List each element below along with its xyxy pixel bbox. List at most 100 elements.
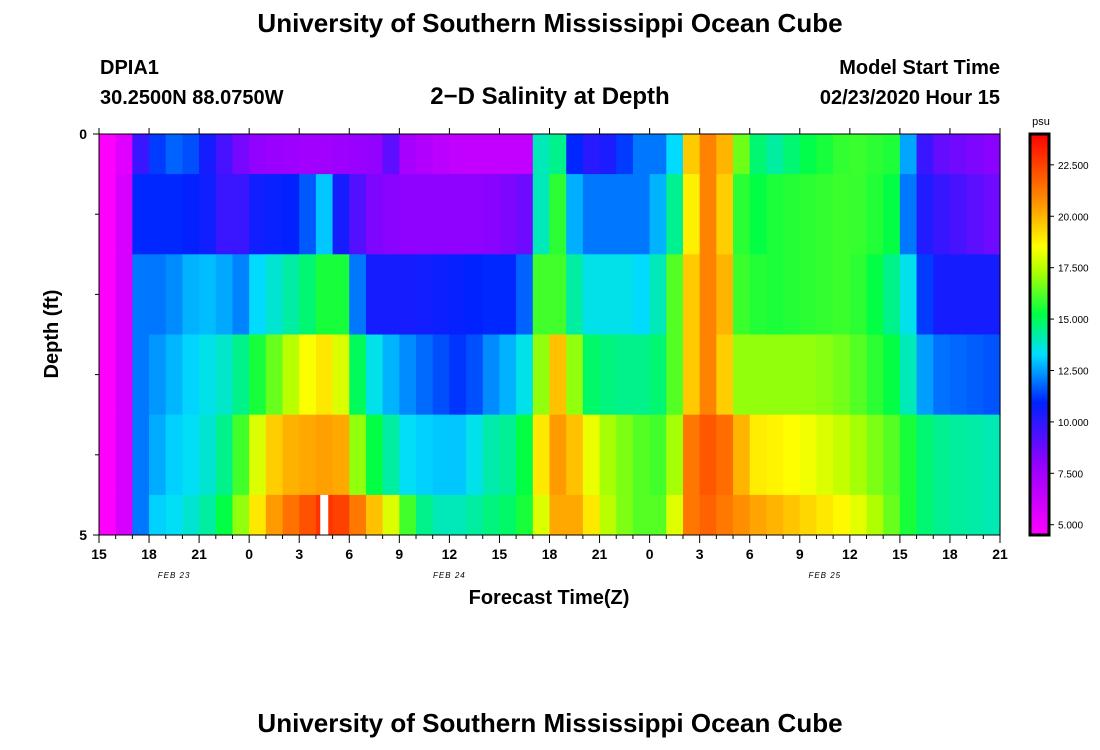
heatmap-cell <box>649 134 667 175</box>
heatmap-cell <box>282 334 300 416</box>
heatmap-cell <box>132 494 150 536</box>
heatmap-cell <box>666 334 684 416</box>
heatmap-cell <box>582 254 601 335</box>
heatmap-cell <box>315 174 334 255</box>
heatmap-cell <box>716 414 734 496</box>
heatmap-cell <box>199 414 217 496</box>
heatmap-cell <box>899 254 918 335</box>
heatmap-cell <box>449 134 467 175</box>
x-tick-label: 9 <box>796 546 804 562</box>
heatmap-cell <box>416 414 434 496</box>
heatmap-cell <box>616 254 634 335</box>
heatmap-cell <box>783 174 801 255</box>
heatmap-cell <box>466 334 484 416</box>
x-tick-label: 15 <box>91 546 107 562</box>
heatmap-cell <box>482 334 501 416</box>
heatmap-cell <box>349 414 367 496</box>
heatmap-cell <box>666 494 684 536</box>
heatmap-cell <box>115 174 133 255</box>
heatmap-cell <box>649 414 667 496</box>
heatmap-cell <box>182 334 200 416</box>
heatmap-cell <box>632 494 651 536</box>
heatmap-cell <box>866 494 884 536</box>
heatmap-cell <box>499 254 517 335</box>
heatmap-cell <box>733 254 751 335</box>
heatmap-cell <box>983 494 1001 536</box>
heatmap-cell <box>499 174 517 255</box>
x-tick-label: 9 <box>395 546 403 562</box>
heatmap-cell <box>165 494 184 536</box>
heatmap-cell <box>315 134 334 175</box>
heatmap-cell <box>983 254 1001 335</box>
colorbar-tick-label: 10.000 <box>1058 418 1089 429</box>
heatmap-cell <box>799 414 818 496</box>
heatmap-cell <box>916 254 934 335</box>
x-tick-label: 18 <box>942 546 958 562</box>
heatmap-cell <box>899 414 918 496</box>
heatmap-cell <box>566 134 584 175</box>
heatmap-cell <box>716 174 734 255</box>
heatmap-cell <box>733 494 751 536</box>
heatmap-cell <box>499 414 517 496</box>
heatmap-cell <box>883 254 901 335</box>
heatmap-cell <box>649 254 667 335</box>
date-label: FEB 24 <box>433 571 466 580</box>
heatmap-cell <box>132 254 150 335</box>
heatmap-cell <box>365 134 384 175</box>
heatmap-cell <box>716 334 734 416</box>
x-tick-label: 18 <box>542 546 558 562</box>
heatmap-cell <box>232 174 250 255</box>
heatmap-cell <box>649 174 667 255</box>
heatmap-cell <box>783 414 801 496</box>
heatmap-cell <box>315 414 334 496</box>
heatmap-cell <box>716 134 734 175</box>
heatmap-cell <box>416 134 434 175</box>
heatmap-cell <box>115 494 133 536</box>
heatmap-cell <box>215 334 234 416</box>
colorbar-tick-label: 20.000 <box>1058 212 1089 223</box>
heatmap-cell <box>616 134 634 175</box>
heatmap-cell <box>682 334 701 416</box>
heatmap-cell <box>599 494 617 536</box>
heatmap-cell <box>632 134 651 175</box>
heatmap-cell <box>115 414 133 496</box>
colorbar-unit: psu <box>1032 116 1050 128</box>
heatmap-cell <box>949 494 968 536</box>
heatmap-cell <box>516 334 534 416</box>
heatmap-cell <box>866 414 884 496</box>
heatmap-cell <box>783 134 801 175</box>
heatmap-cell <box>382 334 400 416</box>
heatmap-cell <box>949 414 968 496</box>
heatmap-cell <box>466 494 484 536</box>
heatmap-cell <box>749 334 768 416</box>
chart-title: 2−D Salinity at Depth <box>430 83 670 110</box>
heatmap-cell <box>399 174 417 255</box>
heatmap-cell <box>232 254 250 335</box>
heatmap-cell <box>749 254 768 335</box>
x-tick-label: 21 <box>992 546 1008 562</box>
heatmap-cell <box>699 414 717 496</box>
heatmap-cell <box>699 494 717 536</box>
heatmap-cell <box>215 254 234 335</box>
x-tick-label: 18 <box>141 546 157 562</box>
heatmap-cell <box>165 334 184 416</box>
heatmap-cell <box>432 134 450 175</box>
heatmap-cell <box>416 494 434 536</box>
heatmap-cell <box>449 334 467 416</box>
heatmap-cell <box>566 494 584 536</box>
heatmap-cell <box>365 174 384 255</box>
heatmap-cell <box>149 414 167 496</box>
heatmap-cell <box>432 494 450 536</box>
heatmap-cell <box>299 174 317 255</box>
heatmap-cell <box>382 494 400 536</box>
heatmap-cell <box>883 174 901 255</box>
heatmap-cell <box>332 134 350 175</box>
heatmap-cell <box>733 334 751 416</box>
heatmap-cell <box>215 174 234 255</box>
heatmap-cell <box>165 414 184 496</box>
heatmap-cell <box>849 134 868 175</box>
heatmap-cell <box>516 494 534 536</box>
heatmap-cell <box>616 494 634 536</box>
x-tick-label: 6 <box>746 546 754 562</box>
